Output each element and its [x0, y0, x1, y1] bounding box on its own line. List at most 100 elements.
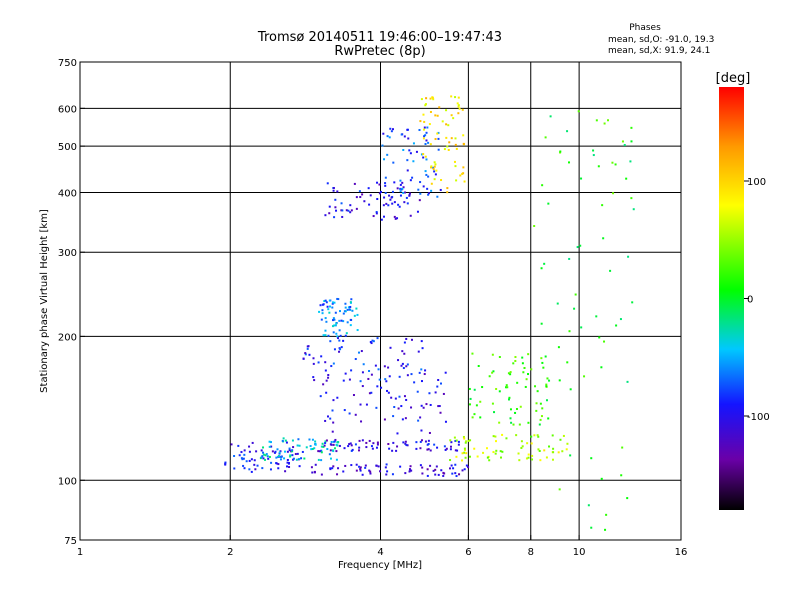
data-point [420, 439, 423, 442]
data-point [536, 434, 539, 437]
data-point [491, 353, 494, 356]
grid-lines [80, 62, 681, 540]
data-point [568, 257, 571, 260]
data-point [423, 126, 426, 129]
data-point [434, 138, 437, 141]
data-point [268, 440, 271, 443]
data-point [455, 455, 458, 458]
data-point [615, 324, 618, 327]
data-point [398, 375, 401, 378]
data-point [458, 107, 461, 110]
data-point [350, 298, 353, 301]
data-point [573, 307, 576, 310]
data-point [342, 470, 345, 473]
data-point [433, 178, 436, 181]
data-point [351, 309, 354, 312]
data-point [361, 371, 364, 374]
data-point [540, 267, 543, 270]
data-point [233, 455, 236, 458]
y-tick-label: 400 [58, 188, 77, 199]
data-point [336, 441, 339, 444]
data-point [274, 450, 277, 453]
data-point [344, 306, 347, 309]
data-point [505, 386, 508, 389]
data-point [344, 464, 347, 467]
data-point [410, 338, 413, 341]
data-point [304, 352, 307, 355]
data-point [409, 152, 412, 155]
data-point [440, 469, 443, 472]
data-point [281, 439, 284, 442]
data-point [292, 457, 295, 460]
data-point [325, 301, 328, 304]
data-point [266, 455, 269, 458]
data-point [461, 459, 464, 462]
data-point [298, 444, 301, 447]
data-point [413, 381, 416, 384]
y-axis-ticks: 75 100 200 300 400 500 600 750 [58, 58, 85, 547]
data-point [402, 149, 405, 152]
data-point [262, 451, 265, 454]
data-point [243, 449, 246, 452]
data-point [406, 374, 409, 377]
data-point [391, 473, 394, 476]
data-point [269, 468, 272, 471]
data-point [429, 403, 432, 406]
x-axis-ticks: 1 2 4 6 8 10 16 [77, 535, 687, 558]
data-point [271, 450, 274, 453]
data-point [559, 150, 562, 153]
data-point [284, 470, 287, 473]
data-point [626, 380, 629, 383]
data-point [501, 433, 504, 436]
data-point [333, 440, 336, 443]
data-point [518, 459, 521, 462]
data-point [558, 379, 561, 382]
data-point [512, 362, 515, 365]
data-point [325, 379, 328, 382]
data-point [278, 452, 281, 455]
data-point [377, 465, 380, 468]
data-point [461, 172, 464, 175]
data-point [340, 346, 343, 349]
data-point [457, 96, 460, 99]
data-point [238, 454, 241, 457]
data-point [401, 362, 404, 365]
data-point [465, 440, 468, 443]
data-point [453, 160, 456, 163]
data-point [405, 365, 408, 368]
data-point [427, 448, 430, 451]
data-point [262, 453, 265, 456]
data-point [432, 168, 435, 171]
data-point [361, 439, 364, 442]
data-point [320, 451, 323, 454]
data-point [434, 173, 437, 176]
data-point [473, 388, 476, 391]
data-point [551, 458, 554, 461]
data-point [328, 453, 331, 456]
data-point [442, 392, 445, 395]
data-point [406, 363, 409, 366]
data-point [430, 166, 433, 169]
data-point [521, 362, 524, 365]
data-point [422, 153, 425, 156]
data-point [426, 468, 429, 471]
data-point [418, 371, 421, 374]
data-point [391, 190, 394, 193]
data-point [407, 137, 410, 140]
data-point [330, 365, 333, 368]
data-point [418, 199, 421, 202]
data-point [361, 385, 364, 388]
data-point [397, 203, 400, 206]
data-point [440, 179, 443, 182]
data-point [422, 406, 425, 409]
data-point [336, 444, 339, 447]
data-point [479, 400, 482, 403]
data-point [335, 209, 338, 212]
data-point [462, 134, 465, 137]
data-point [603, 340, 606, 343]
data-point [439, 382, 442, 385]
data-point [364, 466, 367, 469]
data-point [408, 149, 411, 152]
data-point [288, 449, 291, 452]
data-point [303, 457, 306, 460]
